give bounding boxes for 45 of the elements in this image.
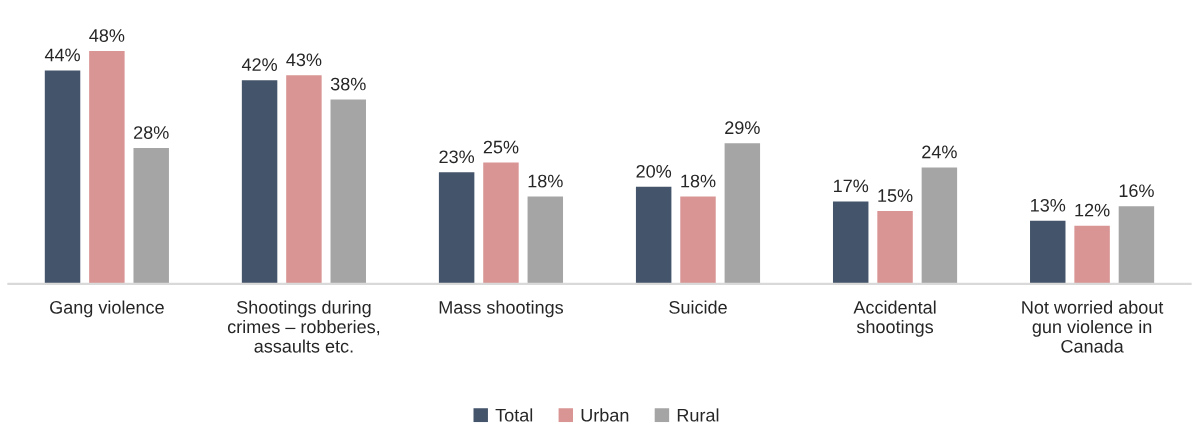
data-label: 18% [528,174,563,188]
bar [832,201,869,284]
data-label: 48% [89,29,125,42]
bar [724,143,761,284]
bar [286,75,322,284]
data-label: 20% [636,164,672,178]
x-tick-label: Mass shootings [439,300,564,318]
legend-label: Urban [581,408,629,422]
data-label: 15% [878,189,913,202]
bar [44,70,81,284]
legend-label: Total [495,408,533,422]
data-label: 42% [241,58,278,71]
x-tick-label: Accidental shootings [853,300,936,337]
data-label: 16% [1119,184,1154,198]
data-label: 25% [483,140,519,154]
bar [483,162,519,284]
bar [527,196,564,284]
bar [241,80,278,284]
x-tick-label: Not worried about gun violence in Canada [1022,300,1164,353]
x-tick-label: Suicide [669,300,727,314]
data-label: 44% [44,48,80,62]
bar [1118,206,1155,284]
x-tick-label: Shootings during crimes – robberies, assaults etc. [227,300,380,353]
bar [1074,225,1110,284]
data-label: 38% [330,77,366,91]
legend-label: Rural [677,408,719,422]
data-label: 17% [834,179,869,193]
x-tick-label: Gang violence [50,300,164,318]
data-label: 13% [1031,198,1066,212]
bar [89,51,125,284]
data-label: 23% [439,150,475,164]
bar [1030,220,1066,284]
data-label: 24% [922,145,957,159]
data-label: 29% [725,121,760,135]
bar [877,211,913,284]
data-label: 28% [134,126,169,139]
data-label: 18% [681,174,716,188]
data-label: 12% [1075,203,1110,217]
bar [133,148,169,284]
bar [330,99,366,284]
bar [921,167,958,284]
bar [438,172,475,284]
bar [680,196,716,284]
bar [635,186,672,284]
data-label: 43% [286,53,322,67]
